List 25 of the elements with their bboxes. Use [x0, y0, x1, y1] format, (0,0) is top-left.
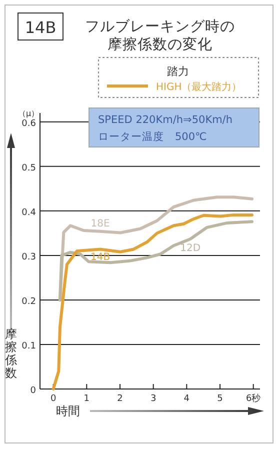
annotation: SPEED 220Km/h⇒50Km/h: [98, 114, 233, 126]
x-tick-label: 1: [84, 394, 90, 404]
chart-title: フルブレーキング時の摩擦係数の変化: [85, 18, 235, 53]
x-tick-label: 3: [150, 394, 156, 404]
x-axis-title: 時間: [56, 404, 80, 418]
y-tick-label: 0.6: [22, 118, 36, 129]
y-axis-title: 摩擦係数: [4, 327, 17, 380]
x-tick-label: 2: [117, 394, 123, 404]
y-tick-label: 0.3: [22, 252, 36, 262]
x-tick-label: 5: [217, 394, 223, 404]
y-tick-label: 0.4: [22, 208, 36, 218]
series-label: 12D: [180, 242, 201, 254]
y-tick-label: 0: [30, 386, 36, 396]
x-tick-label: 4: [184, 394, 190, 404]
text: HIGH（最大踏力）: [156, 81, 242, 93]
y-tick-label: 0.1: [22, 341, 36, 352]
text: （μ）: [18, 109, 40, 118]
chart-subtitle: 14B: [24, 18, 56, 37]
y-tick-label: 0.2: [22, 296, 36, 307]
annotation: ローター温度 500℃: [98, 130, 208, 143]
x-tick-label: 6秒: [246, 393, 261, 404]
legend-title: 踏力: [167, 65, 189, 78]
y-tick-label: 0.5: [22, 163, 36, 174]
series-label: 18E: [90, 218, 110, 230]
x-tick-label: 0: [50, 394, 56, 404]
